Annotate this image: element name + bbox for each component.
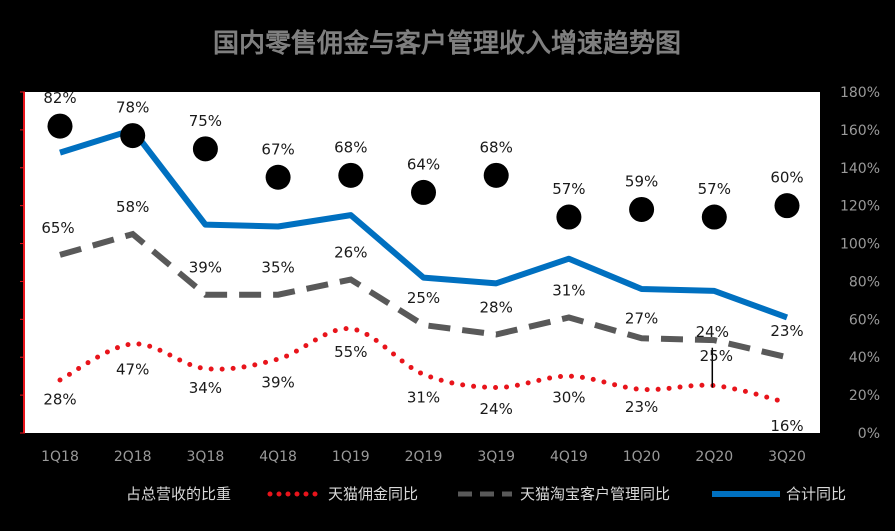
legend-label-tmall-commission: 天猫佣金同比 xyxy=(328,485,418,503)
legend: 占总营收的比重 天猫佣金同比 天猫淘宝客户管理同比 合计同比 xyxy=(126,485,846,503)
dashed-series-label: 39% xyxy=(189,259,222,277)
red-series-label: 25% xyxy=(700,347,733,365)
marker-point xyxy=(47,113,73,139)
series-line-total xyxy=(59,126,789,321)
x-tick-label: 2Q20 xyxy=(695,449,733,465)
y-tick-label: 40% xyxy=(849,350,880,366)
plot-area xyxy=(24,92,820,433)
y-tick-label: 120% xyxy=(840,199,880,215)
y-tick-label: 140% xyxy=(840,161,880,177)
x-tick-label: 1Q20 xyxy=(623,449,661,465)
x-tick-label: 2Q19 xyxy=(405,449,443,465)
red-series-label: 31% xyxy=(407,389,440,407)
series-layer xyxy=(47,113,800,406)
marker-data-label: 59% xyxy=(625,172,658,190)
marker-data-label: 82% xyxy=(43,89,76,107)
dashed-series-label: 35% xyxy=(261,259,294,277)
legend-label-total: 合计同比 xyxy=(786,485,846,503)
x-axis-ticks: 1Q18 2Q18 3Q18 4Q18 1Q19 2Q19 3Q19 4Q19 1Q20 2Q20… xyxy=(41,449,806,465)
dashed-series-label: 27% xyxy=(625,309,658,327)
dashed-series-label: 25% xyxy=(407,289,440,307)
red-series-label: 34% xyxy=(189,379,222,397)
x-tick-label: 1Q18 xyxy=(41,449,79,465)
marker-point xyxy=(774,193,800,219)
red-series-label: 55% xyxy=(334,343,367,361)
marker-point xyxy=(701,204,727,230)
marker-point xyxy=(556,204,582,230)
y-tick-label: 160% xyxy=(840,123,880,139)
marker-data-label: 57% xyxy=(698,180,731,198)
red-series-label: 28% xyxy=(43,391,76,409)
dashed-series-label: 26% xyxy=(334,244,367,262)
dashed-series-label: 24% xyxy=(696,323,729,341)
marker-data-label: 60% xyxy=(770,169,803,187)
red-series-label: 30% xyxy=(552,389,585,407)
red-series-label: 23% xyxy=(625,398,658,416)
red-series-label: 39% xyxy=(261,374,294,392)
marker-point xyxy=(629,196,655,222)
marker-point xyxy=(120,123,146,149)
y-axis-ticks: 0% 20% 40% 60% 80% 100% 120% 140% 160% 180% xyxy=(20,85,880,442)
marker-data-label: 57% xyxy=(552,180,585,198)
marker-data-label: 64% xyxy=(407,155,440,173)
red-series-label: 24% xyxy=(480,400,513,418)
y-tick-label: 0% xyxy=(858,426,880,442)
x-tick-label: 2Q18 xyxy=(114,449,152,465)
marker-point xyxy=(192,136,218,162)
marker-point xyxy=(483,162,509,188)
marker-data-label: 68% xyxy=(334,138,367,156)
marker-data-label: 67% xyxy=(261,140,294,158)
red-series-label: 16% xyxy=(770,417,803,435)
series-line-customer-management xyxy=(59,230,788,361)
y-tick-label: 100% xyxy=(840,237,880,253)
legend-label-customer-management: 天猫淘宝客户管理同比 xyxy=(520,485,670,503)
marker-data-label: 75% xyxy=(189,112,222,130)
y-tick-label: 80% xyxy=(849,274,880,290)
dashed-series-label: 65% xyxy=(41,219,74,237)
marker-point xyxy=(265,164,291,190)
dashed-series-label: 31% xyxy=(552,281,585,299)
dashed-series-label: 23% xyxy=(770,322,803,340)
y-tick-label: 60% xyxy=(849,312,880,328)
x-tick-label: 1Q19 xyxy=(332,449,370,465)
chart-title: 国内零售佣金与客户管理收入增速趋势图 xyxy=(213,28,681,59)
y-tick-label: 20% xyxy=(849,388,880,404)
x-tick-label: 3Q19 xyxy=(477,449,515,465)
marker-data-label: 68% xyxy=(480,138,513,156)
data-labels: 82% 78% 75% 67% 68% 64% 68% 57% 59% 57% 60% 65% 58% 3… xyxy=(41,89,803,435)
x-tick-label: 3Q20 xyxy=(768,449,806,465)
x-tick-label: 4Q19 xyxy=(550,449,588,465)
series-line-tmall-commission xyxy=(57,326,790,406)
marker-data-label: 78% xyxy=(116,99,149,117)
dashed-series-label: 58% xyxy=(116,198,149,216)
marker-point xyxy=(411,179,436,205)
x-tick-label: 3Q18 xyxy=(187,449,225,465)
marker-point xyxy=(338,162,364,188)
y-tick-label: 180% xyxy=(840,85,880,101)
legend-label-share: 占总营收的比重 xyxy=(126,485,231,503)
red-series-label: 47% xyxy=(116,360,149,378)
x-tick-label: 4Q18 xyxy=(259,449,297,465)
dashed-series-label: 28% xyxy=(480,298,513,316)
